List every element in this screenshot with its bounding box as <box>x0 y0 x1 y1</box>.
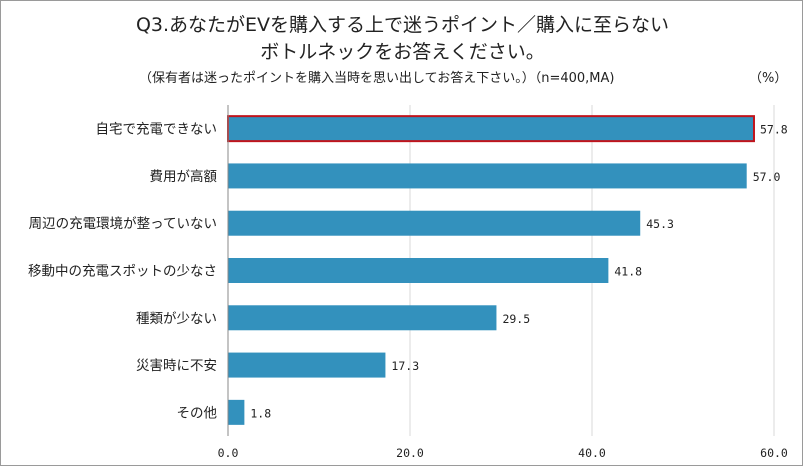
unit-label: （%） <box>749 71 788 86</box>
category-label: 費用が高額 <box>150 168 218 185</box>
category-label: 自宅で充電できない <box>96 122 218 138</box>
category-label: 周辺の充電環境が整っていない <box>29 216 217 232</box>
category-label: 災害時に不安 <box>136 358 217 374</box>
bar <box>228 352 386 378</box>
chart-title-line2: ボトルネックをお答えください。 <box>260 41 545 63</box>
bar-highlighted <box>227 115 755 143</box>
category-label: 種類が少ない <box>136 311 217 327</box>
x-tick-label: 60.0 <box>760 446 788 460</box>
chart-title-line1: Q3.あなたがEVを購入する上で迷うポイント／購入に至らない <box>135 14 670 36</box>
bar <box>228 305 497 331</box>
data-label: 45.3 <box>646 217 674 231</box>
category-label: その他 <box>177 405 218 421</box>
data-label: 1.8 <box>250 406 271 420</box>
x-tick-label: 20.0 <box>396 446 424 460</box>
bar <box>228 399 245 425</box>
category-label: 移動中の充電スポットの少なさ <box>28 264 217 280</box>
bar <box>228 258 609 283</box>
data-label: 57.8 <box>760 123 788 137</box>
data-label: 17.3 <box>391 359 419 373</box>
bar <box>228 163 747 189</box>
data-label: 57.0 <box>753 170 781 184</box>
x-tick-label: 40.0 <box>578 446 606 460</box>
x-tick-label: 0.0 <box>218 446 239 460</box>
chart-subtitle: （保有者は迷ったポイントを購入当時を思い出してお答え下さい。）（n=400,MA… <box>139 71 615 86</box>
data-label: 29.5 <box>502 312 530 326</box>
data-label: 41.8 <box>614 265 642 279</box>
bar <box>228 210 641 236</box>
